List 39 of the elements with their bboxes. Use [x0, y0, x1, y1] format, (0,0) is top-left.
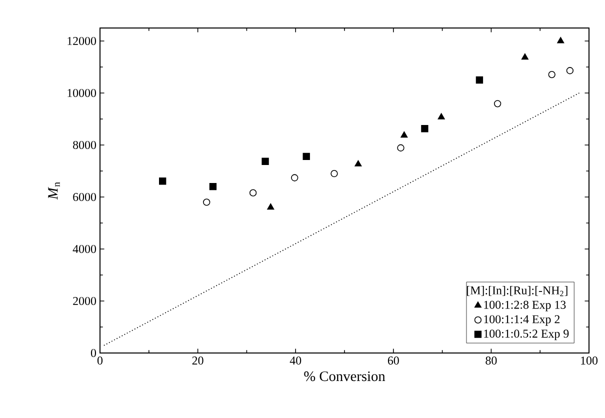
y-tick-label: 4000 [72, 244, 96, 254]
point [566, 67, 574, 74]
x-axis-title: % Conversion [304, 371, 386, 382]
y-axis-title: M$_{n}$ [48, 182, 60, 200]
x-tick-label: 20 [192, 356, 204, 365]
point [262, 158, 269, 165]
legend-label: 100:1:1:4 Exp 2 [484, 315, 560, 326]
x-tick-label: 80 [486, 356, 497, 365]
x-tick-label: 0 [97, 356, 103, 365]
point [159, 178, 166, 185]
point [438, 113, 445, 120]
point [267, 203, 274, 210]
point [330, 170, 338, 178]
y-tick-label: 10000 [68, 88, 96, 98]
point [397, 144, 404, 152]
legend-label: 100:1:0.5:2 Exp 9 [484, 330, 569, 340]
point [421, 125, 428, 132]
y-tick-label: 12000 [68, 36, 96, 46]
point [476, 76, 484, 84]
point [249, 189, 257, 196]
y-tick-label: 6000 [73, 192, 96, 202]
point [494, 100, 502, 108]
point [302, 152, 310, 160]
point [203, 198, 210, 206]
point [354, 160, 362, 166]
y-tick-label: 0 [90, 348, 96, 358]
y-tick-label: 8000 [73, 140, 96, 150]
point [400, 131, 408, 138]
y-tick-label: 2000 [73, 296, 96, 306]
point [291, 174, 298, 182]
point [557, 37, 564, 44]
point [209, 183, 217, 190]
point [548, 70, 556, 78]
x-tick-label: 60 [388, 356, 399, 365]
legend-label: 100:1:2:8 Exp 13 [484, 300, 566, 312]
x-tick-label: 40 [290, 356, 302, 365]
x-tick-label: 100 [581, 356, 598, 365]
legend-title: [M]:[In]:[Ru]:[-NH$_{2}$] [467, 286, 568, 296]
point [521, 53, 528, 60]
